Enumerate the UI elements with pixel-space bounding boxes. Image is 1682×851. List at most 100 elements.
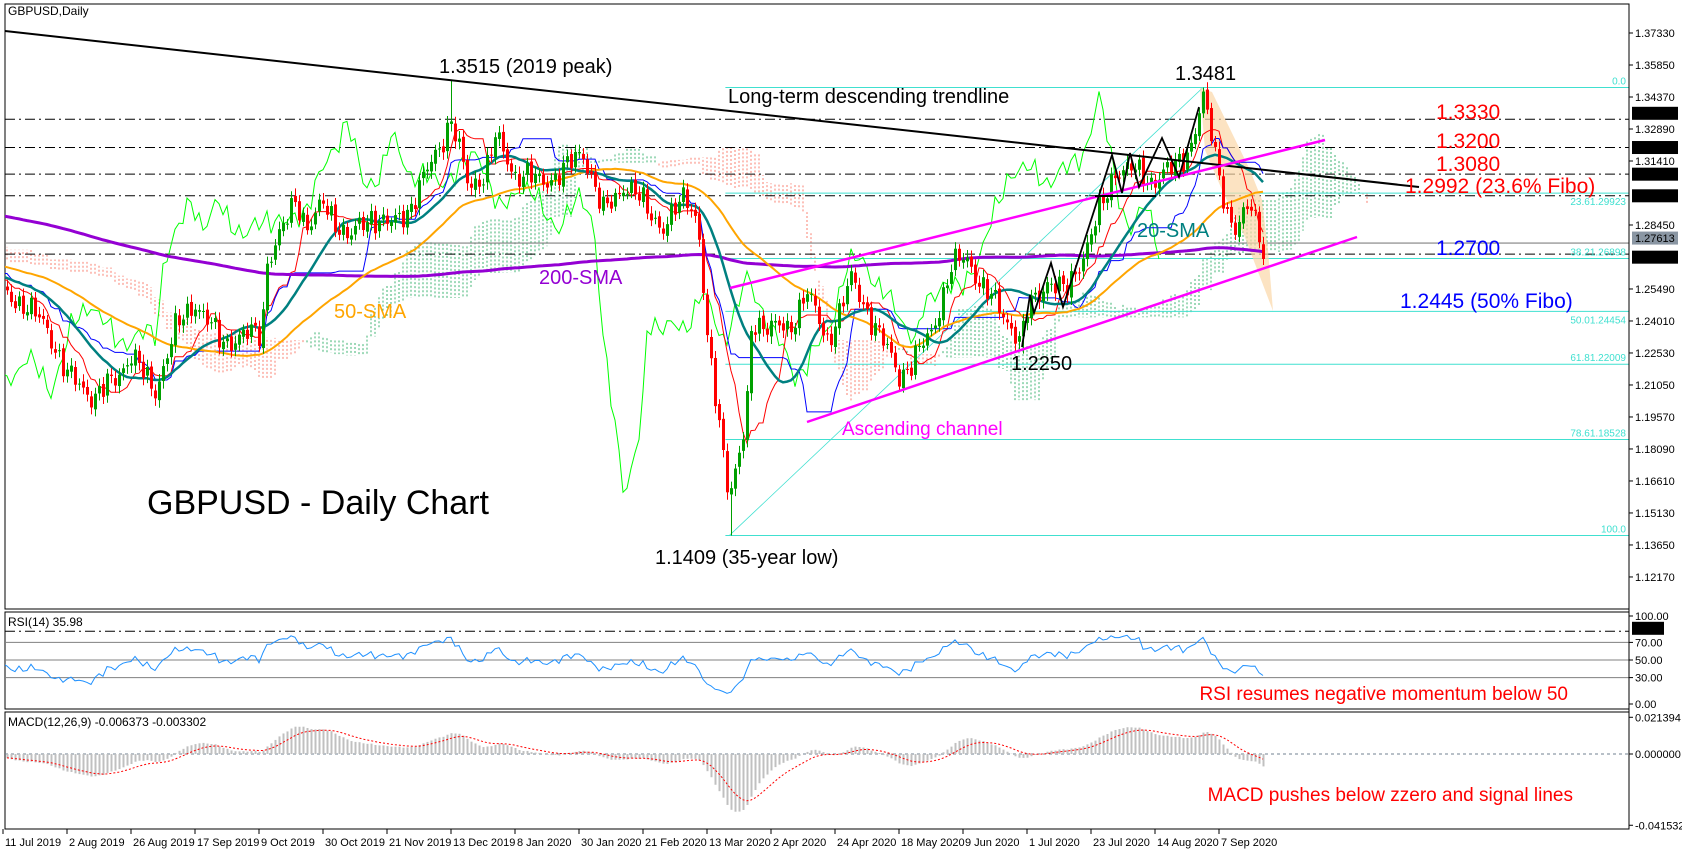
channel-lower-line xyxy=(806,235,1358,424)
date-tick-label: 2 Aug 2019 xyxy=(69,837,125,849)
candle-body xyxy=(630,181,633,193)
candle-body xyxy=(562,162,565,187)
candle-body xyxy=(34,297,37,317)
candle-body xyxy=(406,209,409,228)
candle-body xyxy=(314,212,317,225)
candle-body xyxy=(662,228,665,234)
candle-body xyxy=(730,488,733,495)
candle-body xyxy=(814,295,817,306)
date-tick-label: 9 Jun 2020 xyxy=(965,837,1019,849)
candle-body xyxy=(274,245,277,260)
candle-body xyxy=(926,333,929,346)
candle-body xyxy=(686,189,689,208)
candle-body xyxy=(798,299,801,329)
candle-body xyxy=(1106,198,1109,203)
macd-tick-label: 0.021394 xyxy=(1635,712,1681,724)
candle-body xyxy=(658,216,661,228)
candle-body xyxy=(982,277,985,289)
candle-body xyxy=(282,223,285,232)
candle-body xyxy=(762,315,765,330)
candle-body xyxy=(330,206,333,216)
candle-body xyxy=(278,229,281,246)
fibo-level-label: 100.0 xyxy=(1601,524,1626,535)
date-tick-label: 26 Aug 2019 xyxy=(133,837,195,849)
candle-body xyxy=(870,307,873,335)
candle-body xyxy=(1070,271,1073,298)
candle-body xyxy=(1054,283,1057,294)
candle-body xyxy=(1014,326,1017,344)
candle-body xyxy=(1194,134,1197,145)
date-tick-label: 30 Oct 2019 xyxy=(325,837,385,849)
price-pane xyxy=(4,3,1630,610)
candle-body xyxy=(10,291,13,303)
candle-body xyxy=(726,451,729,493)
candle-body xyxy=(950,272,953,284)
candle-body xyxy=(862,302,865,305)
candle-body xyxy=(838,303,841,329)
date-tick-label: 13 Mar 2020 xyxy=(709,837,771,849)
candle-body xyxy=(1074,271,1077,275)
candle-body xyxy=(782,323,785,331)
label-200-sma: 200-SMA xyxy=(539,267,623,289)
candle-body xyxy=(498,132,501,139)
candle-body xyxy=(1114,175,1117,179)
candle-body xyxy=(582,154,585,160)
candle-body xyxy=(370,211,373,225)
candle-body xyxy=(58,350,61,352)
marked-price-label: 1.29800 xyxy=(1635,191,1675,203)
date-tick-label: 17 Sep 2019 xyxy=(197,837,259,849)
date-tick-label: 23 Jul 2020 xyxy=(1093,837,1150,849)
candle-body xyxy=(970,256,973,267)
rsi-tick-label: 50.00 xyxy=(1635,655,1663,667)
fibo-level-label: 0.0 xyxy=(1612,76,1626,87)
candle-body xyxy=(910,367,913,376)
date-tick-label: 30 Jan 2020 xyxy=(581,837,642,849)
date-tick-label: 13 Dec 2019 xyxy=(453,837,515,849)
candle-body xyxy=(414,205,417,209)
candle-body xyxy=(1122,170,1125,176)
candle-body xyxy=(218,319,221,348)
date-tick-label: 14 Aug 2020 xyxy=(1157,837,1219,849)
candle-body xyxy=(1010,322,1013,329)
candle-body xyxy=(1250,206,1253,211)
candle-body xyxy=(110,374,113,376)
price-tick-label: 1.12170 xyxy=(1635,572,1675,584)
candle-body xyxy=(382,214,385,220)
fibo-level-label: 78.61.18528 xyxy=(1570,428,1626,439)
marked-price-label-box xyxy=(1632,189,1678,203)
candle-body xyxy=(906,368,909,370)
candle-body xyxy=(618,192,621,195)
price-tick-label: 1.21050 xyxy=(1635,380,1675,392)
candle-body xyxy=(190,301,193,316)
candle-body xyxy=(138,350,141,363)
price-tick-label: 1.28450 xyxy=(1635,220,1675,232)
candle-body xyxy=(246,329,249,339)
candle-body xyxy=(1154,179,1157,188)
candle-body xyxy=(90,396,93,408)
zigzag-annotation-line xyxy=(1021,106,1200,348)
candle-body xyxy=(222,341,225,350)
candle-body xyxy=(254,322,257,326)
candle-body xyxy=(450,121,453,124)
candle-body xyxy=(986,279,989,299)
candle-body xyxy=(214,318,217,323)
candle-body xyxy=(794,327,797,335)
candle-body xyxy=(558,175,561,186)
candle-body xyxy=(338,229,341,235)
candle-body xyxy=(598,187,601,209)
candle-body xyxy=(886,344,889,346)
rsi-tick-label: 100.00 xyxy=(1635,611,1669,623)
candle-body xyxy=(118,374,121,387)
candle-body xyxy=(142,361,145,378)
candle-body xyxy=(1058,276,1061,292)
price-tick-label: 1.22530 xyxy=(1635,348,1675,360)
tenkan-sen-line xyxy=(5,129,1264,445)
candle-body xyxy=(322,200,325,204)
candle-body xyxy=(238,334,241,345)
candle-body xyxy=(650,213,653,221)
candle-body xyxy=(1102,194,1105,204)
candle-body xyxy=(70,365,73,372)
label-trendline: Long-term descending trendline xyxy=(728,86,1009,108)
rsi-marked-box xyxy=(1632,621,1664,635)
candle-body xyxy=(1170,161,1173,174)
